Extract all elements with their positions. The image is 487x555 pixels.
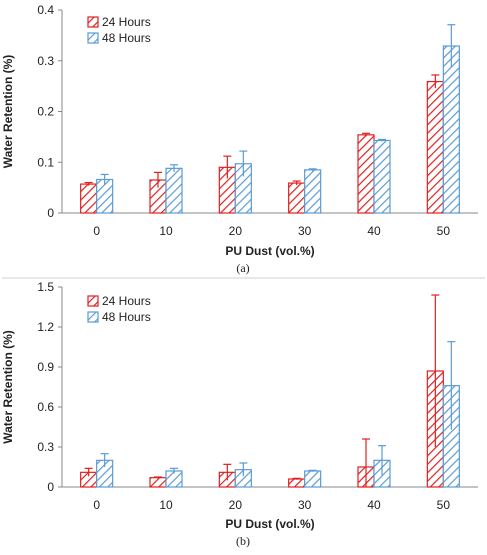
- y-tick-label: 0.1: [37, 155, 54, 169]
- y-tick-label: 0.9: [37, 360, 54, 374]
- legend-swatch-24h: [87, 295, 99, 307]
- bar-24h: [288, 182, 306, 214]
- x-tick-label: 30: [298, 224, 312, 238]
- y-tick-label: 1.5: [37, 280, 54, 294]
- legend-swatch-48h: [87, 311, 99, 323]
- x-tick-label: 50: [437, 224, 451, 238]
- legend-label-48h: 48 Hours: [102, 310, 151, 324]
- x-tick-label: 20: [229, 224, 243, 238]
- panel-caption: (a): [236, 261, 249, 275]
- chart-panel-a: 0 0.1 0.2 0.3 0.4 0 10 20 30 40 50 PU Dust (vol.%) W…: [1, 3, 478, 258]
- x-tick-label: 50: [437, 498, 451, 512]
- y-tick-label: 0.2: [37, 105, 54, 119]
- x-tick-label: 0: [93, 224, 100, 238]
- legend-swatch-24h: [87, 16, 99, 28]
- bar-48h: [304, 470, 322, 488]
- y-tick-label: 0.3: [37, 54, 54, 68]
- legend-label-24h: 24 Hours: [102, 294, 151, 308]
- x-axis-label: PU Dust (vol.%): [225, 517, 314, 531]
- y-tick-label: 0.6: [37, 400, 54, 414]
- bar-24h: [149, 477, 167, 488]
- x-tick-label: 0: [93, 498, 100, 512]
- x-tick-label: 20: [229, 498, 243, 512]
- bar-24h: [80, 183, 98, 214]
- bar-48h: [442, 45, 460, 214]
- x-tick-label: 10: [159, 498, 173, 512]
- x-tick-label: 40: [367, 498, 381, 512]
- y-tick-label: 0.3: [37, 440, 54, 454]
- legend-swatch-48h: [87, 32, 99, 44]
- y-tick-label: 0.4: [37, 3, 54, 17]
- x-tick-label: 30: [298, 498, 312, 512]
- bar-24h: [426, 80, 444, 214]
- x-tick-label: 10: [159, 224, 173, 238]
- panel-caption: (b): [236, 534, 250, 548]
- bar-48h: [165, 167, 183, 214]
- y-axis-label: Water Retention (%): [1, 330, 15, 444]
- y-tick-label: 1.2: [37, 320, 54, 334]
- y-tick-label: 0: [47, 206, 54, 220]
- bar-24h: [357, 134, 375, 214]
- bar-48h: [304, 169, 322, 214]
- bar-48h: [373, 139, 391, 214]
- bar-24h: [288, 478, 306, 488]
- y-axis-label: Water Retention (%): [1, 55, 15, 169]
- x-axis-label: PU Dust (vol.%): [225, 244, 314, 258]
- x-tick-label: 40: [367, 224, 381, 238]
- legend-label-24h: 24 Hours: [102, 15, 151, 29]
- legend-label-48h: 48 Hours: [102, 31, 151, 45]
- y-tick-label: 0: [47, 480, 54, 494]
- chart-panel-b: 0 0.3 0.6 0.9 1.2 1.5 0 10 20 30 40 50 PU Dust (vol.…: [1, 280, 478, 531]
